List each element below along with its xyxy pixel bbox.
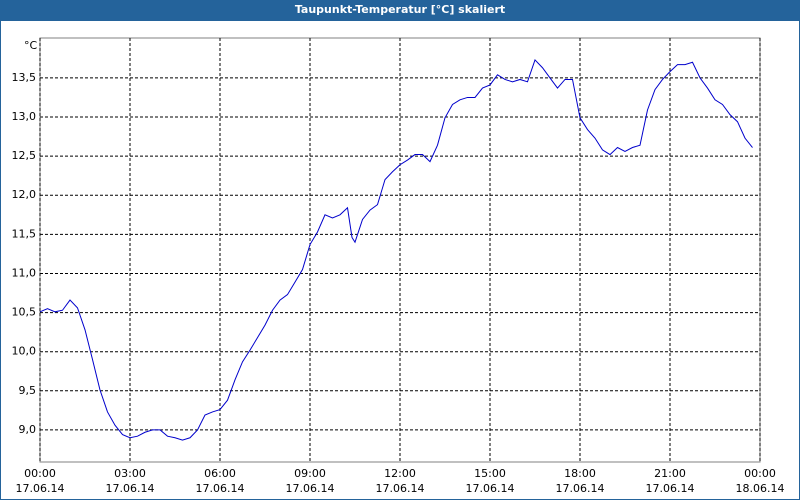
chart-title: Taupunkt-Temperatur [°C] skaliert	[295, 3, 505, 16]
data-line	[39, 58, 753, 441]
y-tick-label: 9,5	[19, 384, 37, 397]
x-tick-label: 18:00 17.06.14	[555, 467, 605, 495]
x-tick-label: 21:00 17.06.14	[645, 467, 695, 495]
y-tick-label: 10,5	[12, 306, 37, 319]
x-tick-label: 09:00 17.06.14	[285, 467, 335, 495]
x-tick-label: 00:00 18.06.14	[735, 467, 785, 495]
x-tick-label: 03:00 17.06.14	[105, 467, 155, 495]
x-tick-label: 15:00 17.06.14	[465, 467, 515, 495]
y-axis-label: °C	[24, 39, 38, 52]
title-bar	[0, 0, 800, 20]
y-tick-label: 10,0	[12, 345, 37, 358]
y-tick-label: 11,5	[12, 227, 37, 240]
y-tick-label: 12,5	[12, 149, 37, 162]
x-tick-label: 12:00 17.06.14	[375, 467, 425, 495]
y-tick-label: 12,0	[12, 188, 37, 201]
x-tick-label: 06:00 17.06.14	[195, 467, 245, 495]
y-tick-label: 13,0	[12, 110, 37, 123]
x-tick-label: 00:00 17.06.14	[15, 467, 65, 495]
y-tick-label: 13,5	[12, 71, 37, 84]
y-tick-label: 9,0	[19, 423, 37, 436]
y-tick-label: 11,0	[12, 266, 37, 279]
